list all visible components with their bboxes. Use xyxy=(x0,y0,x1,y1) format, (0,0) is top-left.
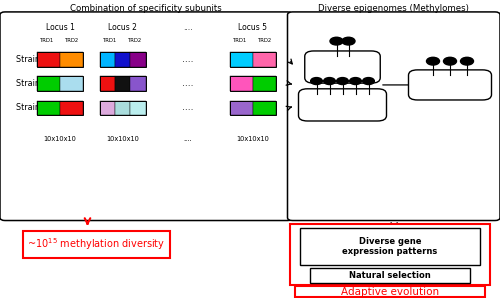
Bar xyxy=(37,76,83,91)
Text: ....: .... xyxy=(182,55,193,64)
Bar xyxy=(300,228,480,265)
Text: Diverse gene
expression patterns: Diverse gene expression patterns xyxy=(342,237,438,256)
Text: Strain B: Strain B xyxy=(16,79,48,88)
FancyBboxPatch shape xyxy=(298,89,386,121)
Bar xyxy=(37,101,60,115)
Bar xyxy=(230,101,252,115)
Bar xyxy=(130,76,146,91)
Bar xyxy=(100,76,146,91)
Bar xyxy=(130,52,146,67)
Text: 10x10x10: 10x10x10 xyxy=(44,136,76,142)
Circle shape xyxy=(350,77,362,85)
Text: Strain C: Strain C xyxy=(16,103,48,112)
Bar xyxy=(310,268,470,283)
Text: Natural selection: Natural selection xyxy=(349,271,431,280)
Bar xyxy=(290,224,490,285)
Text: Strain A: Strain A xyxy=(16,55,48,64)
Text: |: | xyxy=(389,288,393,298)
Bar xyxy=(100,101,146,115)
Circle shape xyxy=(330,37,343,45)
Text: |: | xyxy=(389,222,393,235)
Text: TRD1: TRD1 xyxy=(233,38,247,43)
Text: 10x10x10: 10x10x10 xyxy=(106,136,139,142)
Bar xyxy=(252,52,276,67)
Circle shape xyxy=(460,57,473,65)
Bar xyxy=(37,52,60,67)
Bar xyxy=(252,76,276,91)
Text: Combination of specificity subunits: Combination of specificity subunits xyxy=(70,4,222,13)
Bar xyxy=(230,52,252,67)
Bar xyxy=(100,52,115,67)
Text: |: | xyxy=(395,288,399,298)
Text: ....: .... xyxy=(183,136,192,142)
Circle shape xyxy=(324,77,336,85)
Circle shape xyxy=(336,77,348,85)
Circle shape xyxy=(362,77,374,85)
Bar xyxy=(22,231,170,258)
Bar xyxy=(230,76,276,91)
FancyBboxPatch shape xyxy=(0,12,292,221)
Text: Adaptive evolution: Adaptive evolution xyxy=(341,287,439,297)
FancyBboxPatch shape xyxy=(288,12,500,221)
Text: |: | xyxy=(395,222,399,235)
Circle shape xyxy=(444,57,456,65)
Circle shape xyxy=(342,37,355,45)
Bar xyxy=(37,52,83,67)
FancyBboxPatch shape xyxy=(305,51,380,83)
Bar xyxy=(60,101,83,115)
Bar xyxy=(230,52,276,67)
Bar xyxy=(230,76,252,91)
Bar xyxy=(60,76,83,91)
Bar xyxy=(295,286,485,297)
Bar xyxy=(230,101,276,115)
Text: TRD1: TRD1 xyxy=(103,38,117,43)
Bar xyxy=(60,52,83,67)
Bar xyxy=(37,76,60,91)
Bar xyxy=(115,52,130,67)
Text: TRD2: TRD2 xyxy=(128,38,142,43)
Bar xyxy=(115,101,130,115)
Bar xyxy=(37,101,83,115)
FancyBboxPatch shape xyxy=(408,70,492,100)
Text: ~10$^{15}$ methylation diversity: ~10$^{15}$ methylation diversity xyxy=(27,236,166,252)
Circle shape xyxy=(426,57,440,65)
Text: Diverse epigenomes (Methylomes): Diverse epigenomes (Methylomes) xyxy=(318,4,469,13)
Bar xyxy=(130,101,146,115)
Text: Locus 2: Locus 2 xyxy=(108,23,137,32)
Circle shape xyxy=(310,77,322,85)
Text: Locus 1: Locus 1 xyxy=(46,23,74,32)
Text: ....: .... xyxy=(183,23,192,32)
Bar xyxy=(252,101,276,115)
Bar xyxy=(100,101,115,115)
Text: TRD2: TRD2 xyxy=(66,38,80,43)
Text: TRD2: TRD2 xyxy=(258,38,272,43)
Bar xyxy=(115,76,130,91)
Text: Locus 5: Locus 5 xyxy=(238,23,267,32)
Text: ....: .... xyxy=(182,79,193,88)
Text: 10x10x10: 10x10x10 xyxy=(236,136,269,142)
Text: TRD1: TRD1 xyxy=(40,38,54,43)
Bar xyxy=(100,76,115,91)
Text: ....: .... xyxy=(182,103,193,112)
Bar xyxy=(100,52,146,67)
